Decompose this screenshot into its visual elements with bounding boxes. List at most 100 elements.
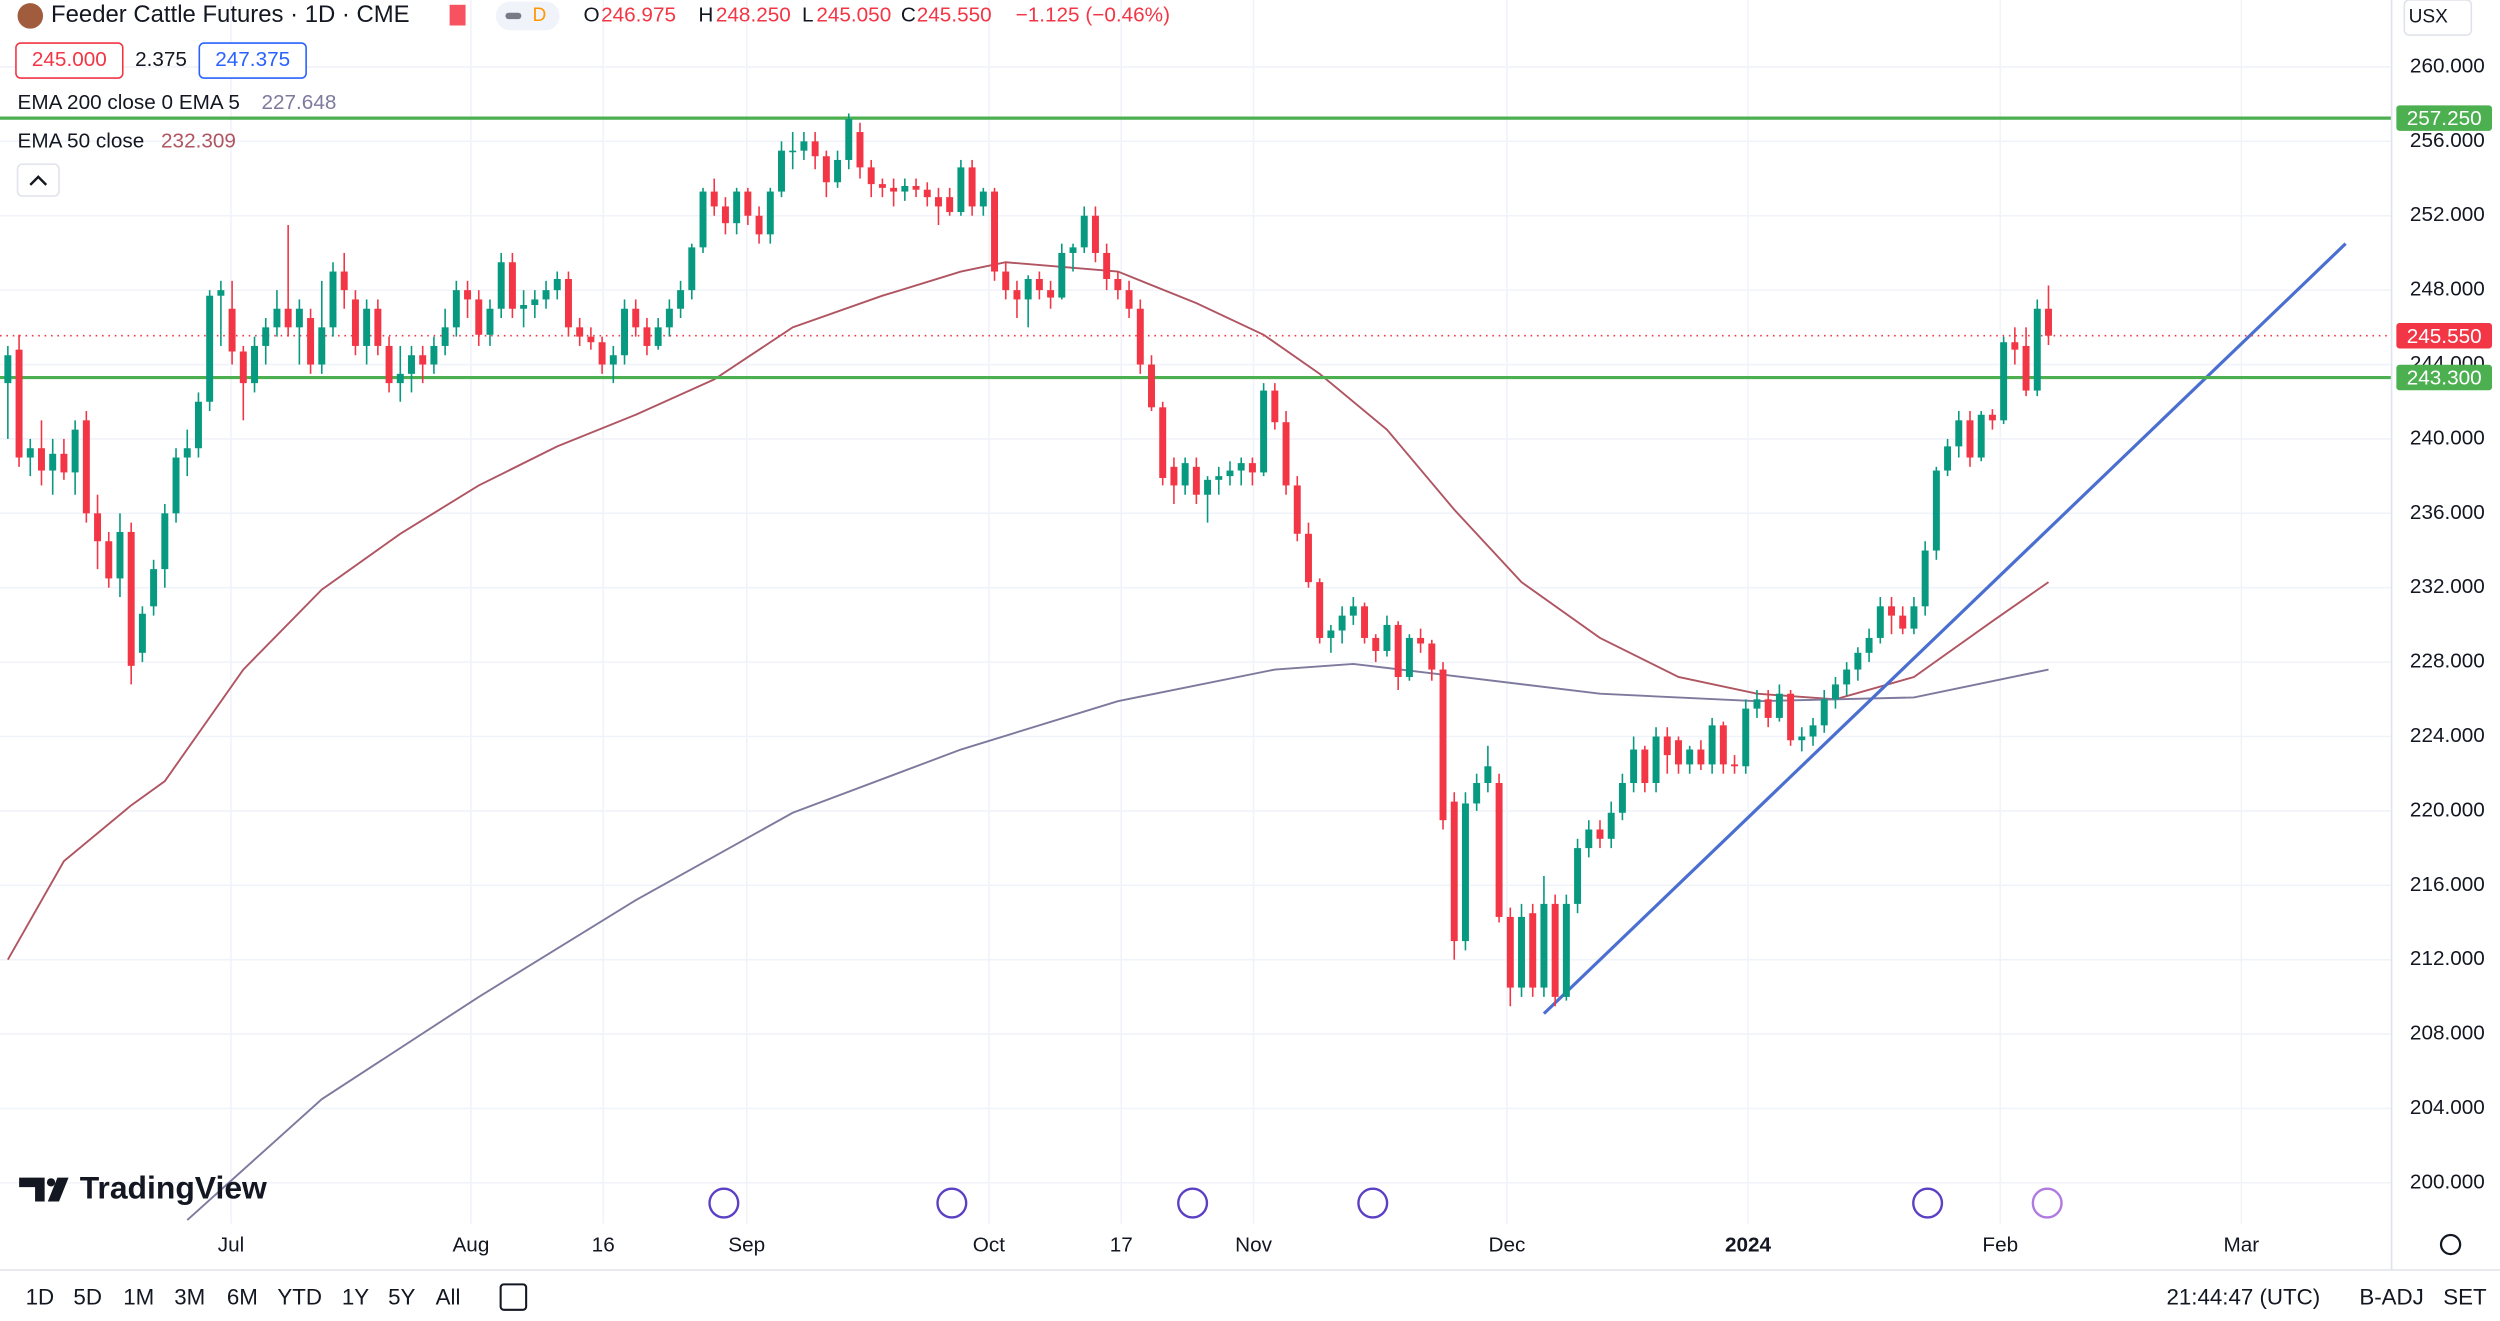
- candle-body: [878, 184, 886, 188]
- candle-body: [1731, 764, 1739, 767]
- candle-body: [867, 167, 875, 185]
- l-label: L: [802, 3, 814, 26]
- candle-body: [688, 247, 696, 291]
- y-tick-label: 212.000: [2410, 947, 2485, 970]
- badge-dot: [505, 12, 522, 20]
- symbol[interactable]: Feeder Cattle Futures · 1D · CME: [51, 1, 410, 28]
- candle-body: [1652, 736, 1660, 784]
- settings-button[interactable]: SET: [2443, 1285, 2487, 1310]
- candle-body: [901, 185, 909, 192]
- bid-box[interactable]: [15, 42, 124, 79]
- chevron: [29, 175, 48, 186]
- ask-box[interactable]: [198, 42, 307, 79]
- candle-body: [621, 308, 629, 356]
- range-button[interactable]: YTD: [277, 1285, 322, 1310]
- y-tick-label: 216.000: [2410, 873, 2485, 896]
- candle-body: [1024, 278, 1032, 300]
- candle-body: [1450, 801, 1458, 942]
- range-button[interactable]: 1D: [26, 1285, 55, 1310]
- line-1: [186, 663, 2049, 1221]
- price-tag-label: 245.550: [2407, 325, 2482, 348]
- candle-body: [273, 308, 281, 328]
- price-tag: [2396, 105, 2493, 131]
- candle-body: [116, 531, 124, 579]
- candle-body: [105, 541, 113, 579]
- candle-body: [1988, 414, 1996, 421]
- candle-body: [991, 191, 999, 272]
- event-icon[interactable]: [936, 1187, 968, 1219]
- y-tick-label: 232.000: [2410, 575, 2485, 598]
- candle-body: [486, 308, 494, 335]
- price-tag-label: 257.250: [2407, 107, 2482, 130]
- range-button[interactable]: 1M: [123, 1285, 154, 1310]
- y-tick-label: 260.000: [2410, 54, 2485, 77]
- candle-body: [26, 448, 34, 458]
- candle-body: [923, 189, 931, 198]
- range-button[interactable]: 5Y: [388, 1285, 415, 1310]
- ask: 247.375: [215, 48, 290, 71]
- range-button[interactable]: 6M: [227, 1285, 258, 1310]
- candle-body: [1103, 252, 1111, 279]
- currency-box[interactable]: [2403, 0, 2473, 36]
- candle-body: [1865, 637, 1873, 653]
- candle-body: [1708, 725, 1716, 765]
- candle-body: [845, 119, 853, 160]
- range-button[interactable]: 5D: [73, 1285, 102, 1310]
- line-0: [7, 261, 2050, 961]
- symbol-icon: [17, 3, 44, 29]
- event-icon[interactable]: [1357, 1187, 1389, 1219]
- range-button[interactable]: All: [436, 1285, 461, 1310]
- event-icon[interactable]: [708, 1187, 740, 1219]
- y-tick-label: 240.000: [2410, 426, 2485, 449]
- candle-body: [508, 262, 516, 309]
- l-value: 245.050: [816, 3, 891, 26]
- candle-body: [1876, 606, 1884, 638]
- candle-body: [1226, 470, 1234, 477]
- candle-body: [385, 345, 393, 384]
- collapse-button[interactable]: [16, 163, 60, 197]
- c-label: C: [901, 3, 916, 26]
- candle-body: [1787, 693, 1795, 741]
- y-tick-label: 248.000: [2410, 278, 2485, 301]
- adjust[interactable]: B-ADJ: [2359, 1285, 2423, 1310]
- event-icon[interactable]: [1177, 1187, 1209, 1219]
- candle-body: [1293, 485, 1301, 534]
- candle-body: [912, 185, 920, 190]
- change: −1.125 (−0.46%): [1016, 3, 1170, 26]
- candle-body: [1316, 582, 1324, 638]
- candle-body: [1159, 407, 1167, 478]
- calendar-icon[interactable]: [499, 1283, 528, 1311]
- event-icon[interactable]: [1912, 1187, 1944, 1219]
- candle-body: [1035, 278, 1043, 291]
- range-button[interactable]: 3M: [174, 1285, 205, 1310]
- event-icon[interactable]: [2031, 1187, 2063, 1219]
- candle-body: [1742, 708, 1750, 767]
- h-label: H: [698, 3, 713, 26]
- range-button[interactable]: 1Y: [342, 1285, 369, 1310]
- c-value: 245.550: [917, 3, 992, 26]
- candle-body: [318, 327, 326, 365]
- settings-icon[interactable]: [2439, 1233, 2462, 1256]
- candle-body: [1910, 606, 1918, 629]
- x-tick-label: Aug: [452, 1234, 489, 1257]
- candle-body: [576, 327, 584, 337]
- candle-body: [127, 531, 135, 666]
- candle-body: [1204, 479, 1212, 495]
- line-2: [1542, 242, 2347, 1015]
- candle-body: [632, 308, 640, 328]
- candle-body: [351, 299, 359, 346]
- candle-body: [1237, 463, 1245, 471]
- candle-body: [94, 513, 102, 542]
- y-tick-label: 204.000: [2410, 1096, 2485, 1119]
- candle-body: [766, 191, 774, 235]
- candle-body: [1417, 637, 1425, 644]
- candle-body: [1136, 308, 1144, 365]
- flag: [449, 4, 466, 26]
- candle-body: [1383, 624, 1391, 651]
- candle-body: [800, 141, 808, 151]
- candle-body: [778, 150, 785, 192]
- y-tick-label: 236.000: [2410, 501, 2485, 524]
- candle-body: [1002, 271, 1010, 291]
- candle-body: [1596, 829, 1604, 839]
- candle-body: [452, 290, 460, 328]
